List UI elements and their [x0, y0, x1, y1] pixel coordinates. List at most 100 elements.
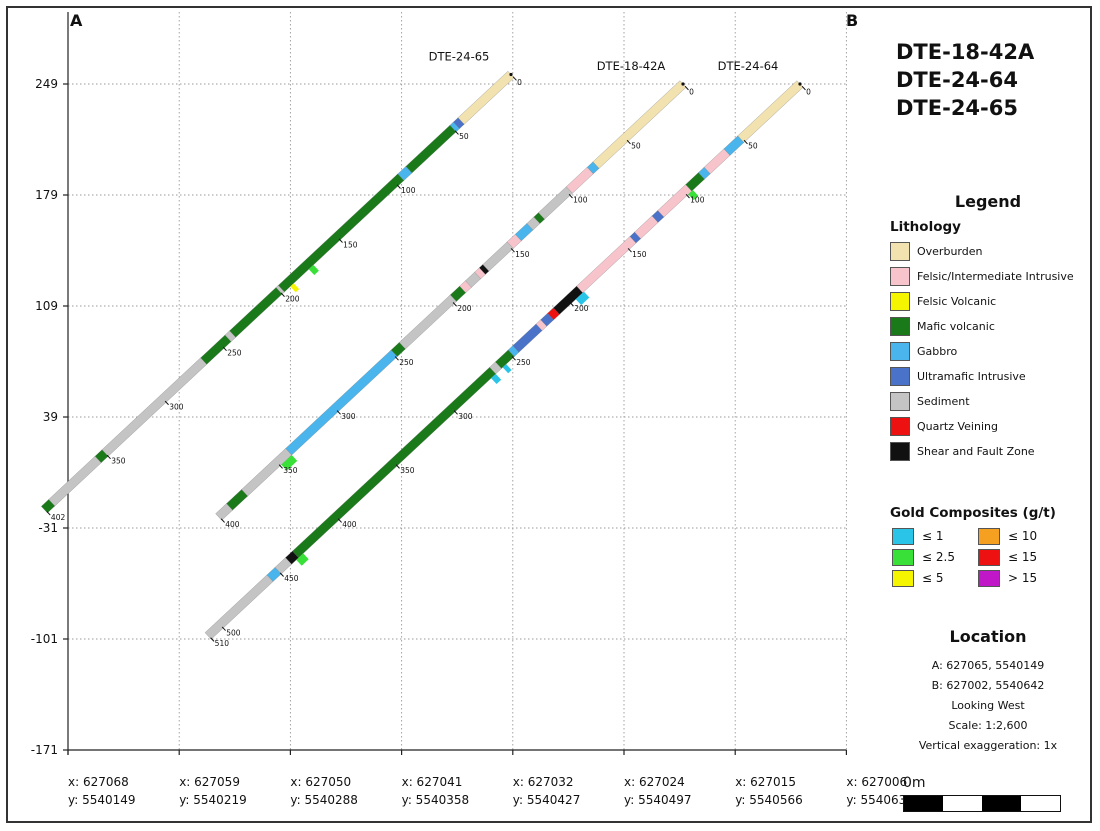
- legend-swatch: [978, 527, 1000, 545]
- gold-composite-marker: [575, 291, 590, 306]
- scale-bar-label: 0m: [903, 775, 926, 791]
- collar-marker: [681, 82, 685, 86]
- depth-label: 50: [631, 142, 641, 151]
- gold-composite-marker: [296, 553, 309, 566]
- legend-label: > 15: [1008, 571, 1038, 585]
- y-tick-label: -31: [38, 521, 58, 535]
- depth-label: 250: [516, 358, 531, 367]
- depth-label: 402: [51, 513, 66, 522]
- x-tick-label-easting: x: 627024: [624, 775, 685, 789]
- depth-tick: [394, 356, 399, 361]
- legend-label: Felsic Volcanic: [917, 295, 997, 308]
- gold-composite-marker: [491, 373, 502, 385]
- lithology-legend-item: Felsic/Intermediate Intrusive: [888, 264, 1088, 289]
- gold-legend-item: > 15: [976, 569, 1062, 587]
- depth-tick: [220, 518, 225, 523]
- map-frame: [6, 6, 1092, 823]
- depth-label: 0: [517, 78, 522, 87]
- depth-label: 200: [574, 304, 589, 313]
- drillhole: DTE-24-65 0 50 100 150 200 250 300 350 402: [41, 49, 522, 522]
- legend-label: Quartz Veining: [917, 420, 998, 433]
- drillhole-name: DTE-24-65: [429, 49, 490, 63]
- lithology-interval-gabbro: [284, 349, 398, 456]
- depth-tick: [337, 518, 342, 523]
- legend-label: Ultramafic Intrusive: [917, 370, 1026, 383]
- depth-label: 200: [285, 294, 300, 303]
- gold-legend-panel: Gold Composites (g/t) ≤ 1 ≤ 10 ≤ 2.5 ≤ 15 ≤ …: [890, 505, 1090, 587]
- x-tick-label-easting: x: 627006: [846, 775, 907, 789]
- lithology-legend-item: Quartz Veining: [888, 414, 1088, 439]
- legend-swatch: [978, 569, 1000, 587]
- depth-label: 300: [341, 412, 356, 421]
- legend-swatch: [892, 548, 914, 566]
- hole-title: DTE-24-65: [896, 96, 1018, 120]
- location-a: A: 627065, 5540149: [931, 659, 1045, 672]
- depth-tick: [280, 292, 285, 297]
- depth-tick: [338, 238, 343, 243]
- x-tick-label-northing: y: 5540149: [68, 793, 136, 807]
- hole-title: DTE-18-42A: [896, 40, 1035, 64]
- gold-composite-marker: [688, 190, 699, 201]
- section-end-a-label: A: [70, 11, 83, 30]
- legend-swatch: [890, 292, 910, 311]
- lithology-legend-item: Shear and Fault Zone: [888, 439, 1088, 464]
- depth-tick: [106, 454, 111, 460]
- drillhole: DTE-24-640501001502002503003504004505005…: [204, 59, 811, 648]
- depth-tick: [396, 184, 401, 189]
- legend-swatch: [890, 342, 910, 361]
- legend-panel: Legend Lithology Overburden Felsic/Interm…: [888, 192, 1088, 464]
- legend-label: ≤ 15: [1008, 550, 1038, 564]
- location-b: B: 627002, 5540642: [931, 679, 1045, 692]
- legend-swatch: [978, 548, 1000, 566]
- x-tick-label-northing: y: 5540288: [290, 793, 358, 807]
- depth-label: 100: [690, 196, 705, 205]
- depth-tick: [336, 410, 341, 415]
- x-tick-label-northing: y: 5540358: [402, 793, 470, 807]
- depth-label: 300: [458, 412, 473, 421]
- depth-tick: [221, 626, 226, 631]
- depth-label: 100: [401, 186, 416, 195]
- depth-tick: [454, 130, 459, 135]
- legend-swatch: [890, 417, 910, 436]
- y-tick-label: 249: [35, 77, 58, 91]
- depth-tick: [511, 356, 516, 361]
- depth-label: 450: [284, 574, 299, 583]
- scale-bar-segment: [904, 796, 943, 811]
- depth-tick: [685, 193, 690, 199]
- lithology-interval-mafic: [41, 499, 56, 514]
- depth-label: 250: [227, 348, 242, 357]
- y-tick-label: 39: [43, 410, 58, 424]
- section-end-b-label: B: [846, 11, 858, 30]
- legend-swatch: [890, 267, 910, 286]
- y-tick-label: 109: [35, 299, 58, 313]
- hole-title-block: DTE-18-42A DTE-24-64 DTE-24-65: [896, 38, 1034, 122]
- lithology-interval-sediment: [204, 574, 274, 640]
- x-tick-label-northing: y: 5540219: [179, 793, 247, 807]
- lithology-interval-mafic: [228, 287, 283, 338]
- depth-tick: [627, 248, 632, 253]
- collar-marker: [509, 72, 513, 77]
- lithology-interval-mafic: [277, 173, 405, 293]
- depth-label: 0: [806, 88, 811, 97]
- lithology-title: Lithology: [890, 219, 961, 235]
- depth-label: 350: [400, 466, 415, 475]
- depth-tick: [452, 302, 457, 307]
- gold-legend-list: ≤ 1 ≤ 10 ≤ 2.5 ≤ 15 ≤ 5 > 15: [890, 527, 1090, 587]
- legend-label: Mafic volcanic: [917, 320, 995, 333]
- depth-label: 150: [515, 250, 530, 259]
- lithology-interval-mafic: [405, 125, 457, 174]
- lithology-legend-item: Overburden: [888, 239, 1088, 264]
- legend-label: Sediment: [917, 395, 970, 408]
- lithology-interval-sediment: [537, 186, 573, 220]
- drillhole-name: DTE-24-64: [718, 59, 779, 73]
- legend-swatch: [890, 317, 910, 336]
- drillhole: DTE-18-42A 0 50 100 150 200 250 300 350 400: [215, 59, 694, 529]
- x-tick-label-easting: x: 627015: [735, 775, 796, 789]
- gold-legend-item: ≤ 2.5: [890, 548, 976, 566]
- legend-label: Felsic/Intermediate Intrusive: [917, 270, 1074, 283]
- lithology-legend-item: Sediment: [888, 389, 1088, 414]
- depth-tick: [684, 85, 689, 91]
- depth-tick: [279, 572, 284, 577]
- gold-composite-marker: [290, 283, 300, 293]
- depth-tick: [743, 139, 748, 145]
